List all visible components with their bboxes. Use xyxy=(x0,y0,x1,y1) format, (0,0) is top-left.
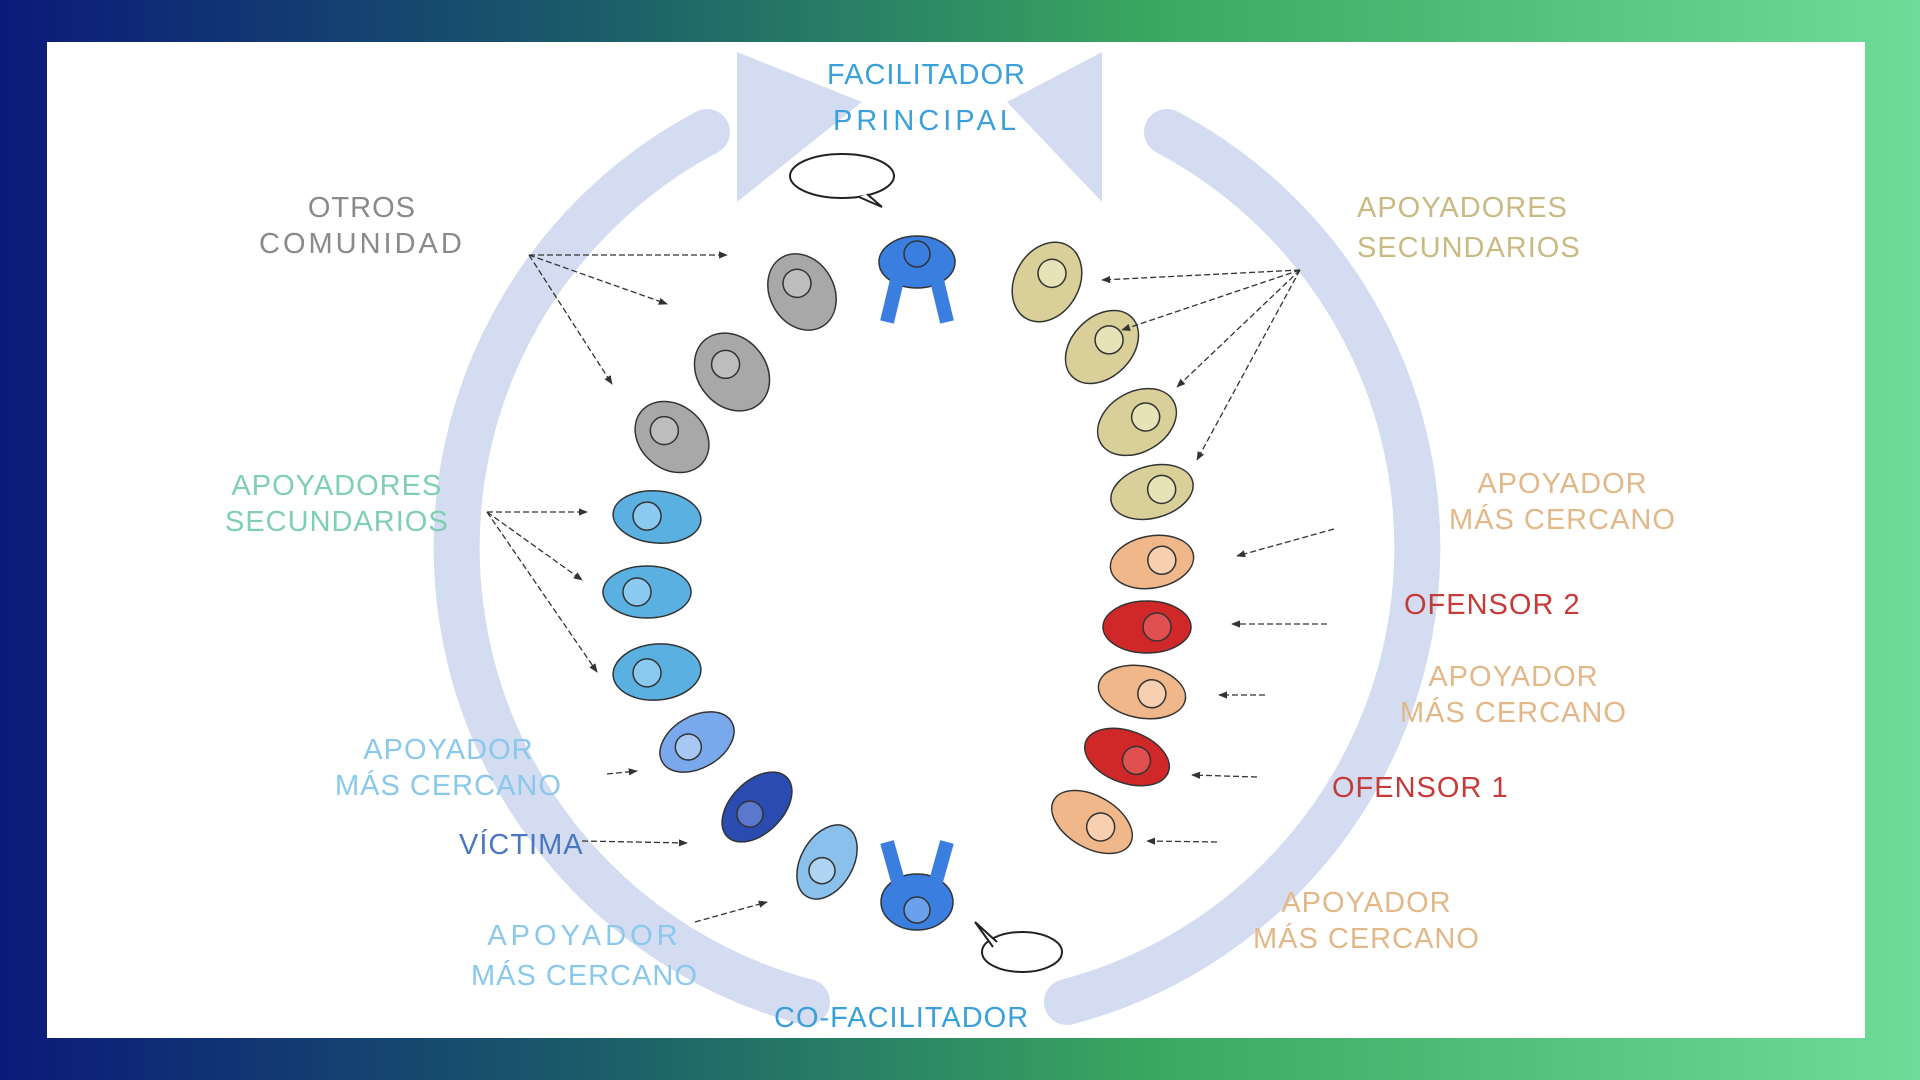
label-apoyadores-secundarios-izq: APOYADORES SECUNDARIOS xyxy=(225,468,449,541)
label-sec-izq-line2: SECUNDARIOS xyxy=(225,506,449,539)
label-victima: VÍCTIMA xyxy=(459,829,584,861)
cycle-arrows xyxy=(433,109,1441,1025)
diagram-panel: FACILITADOR PRINCIPAL OTROS COMUNIDAD AP… xyxy=(47,42,1865,1038)
person-comunidad-2 xyxy=(693,332,771,412)
person-victima xyxy=(721,771,793,843)
person-facilitador-principal xyxy=(878,235,956,324)
person-apoyador-izq-2 xyxy=(796,824,858,900)
label-apoyador-izq-2: APOYADOR MÁS CERCANO xyxy=(471,918,698,995)
label-apoyador-der-2-line1: APOYADOR xyxy=(1428,661,1599,693)
speech-bubble-bottom xyxy=(974,921,1063,973)
person-secundario-der-4 xyxy=(1110,463,1194,521)
people xyxy=(602,235,1195,931)
label-apoyador-der-1: APOYADOR MÁS CERCANO xyxy=(1449,466,1676,539)
label-apoyador-der-1-line1: APOYADOR xyxy=(1477,468,1648,500)
label-sec-izq-line1: APOYADORES xyxy=(231,470,443,502)
person-secundario-der-2 xyxy=(1064,309,1140,385)
speech-bubble-top xyxy=(789,153,895,208)
person-secundario-izq-2 xyxy=(602,565,692,619)
label-apoyador-der-3: APOYADOR MÁS CERCANO xyxy=(1253,885,1480,958)
label-apoyador-izq-1: APOYADOR MÁS CERCANO xyxy=(335,732,562,805)
label-otros-line1: OTROS xyxy=(307,192,416,224)
person-apoyador-der-3 xyxy=(1050,789,1134,855)
label-facilitador-line2: PRINCIPAL xyxy=(833,105,1020,138)
cycle-arrowhead-left xyxy=(737,52,862,202)
pointer-arrows xyxy=(486,251,1335,923)
person-comunidad-1 xyxy=(767,253,837,331)
person-secundario-izq-3 xyxy=(612,643,702,701)
person-comunidad-3 xyxy=(634,400,710,474)
label-sec-der-line1: APOYADORES xyxy=(1357,192,1568,224)
label-apoyadores-secundarios-der: APOYADORES SECUNDARIOS xyxy=(1357,190,1581,267)
label-apoyador-der-1-line2: MÁS CERCANO xyxy=(1449,504,1676,537)
label-apoyador-izq-1-line2: MÁS CERCANO xyxy=(335,770,562,803)
label-apoyador-der-2-line2: MÁS CERCANO xyxy=(1400,697,1627,730)
person-co-facilitador xyxy=(880,840,954,931)
label-apoyador-izq-1-line1: APOYADOR xyxy=(363,734,534,766)
person-apoyador-der-2 xyxy=(1097,664,1187,720)
label-co-facilitador: CO-FACILITADOR xyxy=(774,1002,1030,1034)
person-ofensor-2 xyxy=(1102,600,1192,654)
person-ofensor-1 xyxy=(1083,727,1171,787)
person-apoyador-der-1 xyxy=(1109,534,1195,590)
label-facilitador-principal: FACILITADOR PRINCIPAL xyxy=(827,57,1026,140)
label-sec-der-line2: SECUNDARIOS xyxy=(1357,232,1581,265)
restorative-circle-diagram xyxy=(433,52,1441,1025)
person-secundario-der-3 xyxy=(1096,387,1178,457)
cycle-arrowhead-right xyxy=(1007,52,1102,202)
person-secundario-izq-1 xyxy=(612,490,702,544)
label-facilitador-line1: FACILITADOR xyxy=(827,59,1026,91)
label-ofensor-1: OFENSOR 1 xyxy=(1332,772,1509,804)
label-otros-line2: COMUNIDAD xyxy=(259,228,465,261)
label-apoyador-izq-2-line2: MÁS CERCANO xyxy=(471,960,698,993)
label-apoyador-der-3-line2: MÁS CERCANO xyxy=(1253,923,1480,956)
cycle-arrow-right xyxy=(1044,109,1441,1025)
person-apoyador-izq-1 xyxy=(659,711,735,773)
label-ofensor-2: OFENSOR 2 xyxy=(1404,589,1581,621)
person-secundario-der-1 xyxy=(1011,241,1083,323)
label-apoyador-izq-2-line1: APOYADOR xyxy=(487,920,682,952)
label-apoyador-der-2: APOYADOR MÁS CERCANO xyxy=(1400,659,1627,732)
cycle-arrow-left xyxy=(433,109,830,1025)
label-apoyador-der-3-line1: APOYADOR xyxy=(1281,887,1452,919)
label-otros-comunidad: OTROS COMUNIDAD xyxy=(259,190,465,263)
